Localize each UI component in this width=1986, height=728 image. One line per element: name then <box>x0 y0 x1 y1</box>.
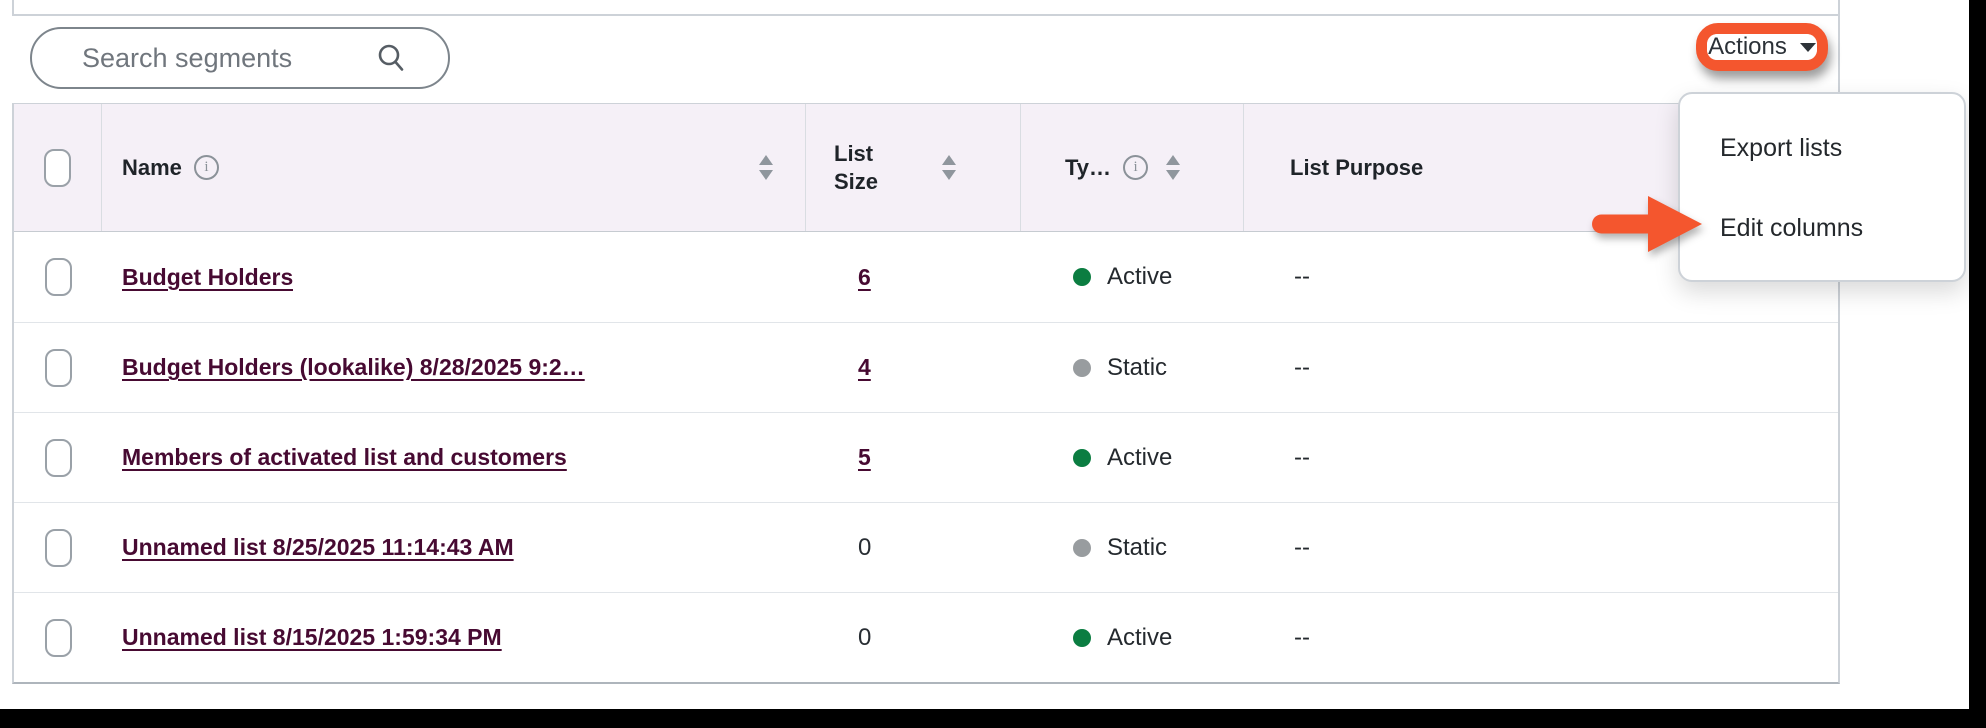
type-status-dot <box>1073 628 1091 647</box>
row-purpose: -- <box>1294 623 1310 651</box>
row-size[interactable]: 5 <box>858 444 871 470</box>
row-checkbox[interactable] <box>44 348 72 387</box>
type-status-dot <box>1073 538 1091 557</box>
column-header-type[interactable]: Ty… <box>1065 154 1112 180</box>
type-status-dot <box>1073 358 1091 377</box>
row-size[interactable]: 0 <box>858 623 872 651</box>
row-type-label: Static <box>1107 353 1168 381</box>
row-checkbox[interactable] <box>44 438 72 477</box>
row-name-link[interactable]: Unnamed list 8/15/2025 1:59:34 PM <box>122 624 502 650</box>
panel-top-border <box>12 14 1840 16</box>
search-icon[interactable] <box>376 43 406 73</box>
menu-item-edit-columns[interactable]: Edit columns <box>1720 213 1864 242</box>
column-header-list-purpose: List Purpose <box>1290 154 1424 180</box>
row-checkbox[interactable] <box>44 618 72 657</box>
row-name-link[interactable]: Budget Holders (lookalike) 8/28/2025 9:2… <box>122 354 585 380</box>
select-all-checkbox[interactable] <box>44 148 71 187</box>
row-checkbox[interactable] <box>44 528 72 567</box>
segments-table: Name List Size Ty… List Purpose Budget H… <box>12 103 1840 684</box>
row-name-link[interactable]: Budget Holders <box>122 263 294 290</box>
table-row: Unnamed list 8/25/2025 11:14:43 AM 0 Sta… <box>14 502 1838 592</box>
row-size[interactable]: 4 <box>858 354 871 380</box>
row-type-label: Active <box>1107 263 1173 290</box>
actions-highlight-annotation: Actions <box>1696 23 1828 71</box>
sort-icon-name[interactable] <box>759 155 773 180</box>
type-status-dot <box>1073 448 1091 467</box>
row-name-link[interactable]: Members of activated list and customers <box>122 444 567 470</box>
screenshot-right-edge <box>1969 0 1986 728</box>
row-purpose: -- <box>1294 263 1310 290</box>
column-header-name[interactable]: Name <box>122 154 182 180</box>
table-body: Budget Holders 6 Active -- Budget Holder… <box>14 232 1838 682</box>
table-row: Members of activated list and customers … <box>14 412 1838 502</box>
row-type-label: Active <box>1107 443 1173 471</box>
column-header-list-size[interactable]: List Size <box>834 141 879 194</box>
table-header-row: Name List Size Ty… List Purpose <box>14 103 1838 232</box>
search-input[interactable]: Search segments <box>30 27 450 89</box>
row-size[interactable]: 6 <box>858 263 871 290</box>
row-size[interactable]: 0 <box>858 533 872 561</box>
sort-icon-list-size[interactable] <box>942 155 956 180</box>
info-icon[interactable] <box>1123 155 1149 180</box>
sort-icon-type[interactable] <box>1166 155 1181 180</box>
row-purpose: -- <box>1294 533 1310 561</box>
row-checkbox[interactable] <box>44 258 72 296</box>
row-purpose: -- <box>1294 353 1310 381</box>
table-row: Budget Holders (lookalike) 8/28/2025 9:2… <box>14 322 1838 412</box>
actions-button[interactable]: Actions <box>1707 33 1817 60</box>
screenshot-bottom-edge <box>0 709 1986 728</box>
menu-item-export-lists[interactable]: Export lists <box>1720 133 1843 162</box>
info-icon[interactable] <box>193 155 219 180</box>
row-type-label: Static <box>1107 533 1168 561</box>
panel-right-border <box>1838 0 1840 103</box>
table-row: Budget Holders 6 Active -- <box>14 232 1838 322</box>
table-row: Unnamed list 8/15/2025 1:59:34 PM 0 Acti… <box>14 592 1838 682</box>
row-type-label: Active <box>1107 623 1173 651</box>
search-placeholder: Search segments <box>82 42 293 73</box>
row-purpose: -- <box>1294 443 1310 471</box>
type-status-dot <box>1073 268 1091 286</box>
actions-button-label: Actions <box>1708 33 1787 60</box>
panel-left-border <box>12 0 14 14</box>
actions-dropdown-menu: Export lists Edit columns <box>1678 92 1966 282</box>
row-name-link[interactable]: Unnamed list 8/25/2025 11:14:43 AM <box>122 534 514 560</box>
chevron-down-icon <box>1799 42 1816 52</box>
edit-columns-arrow-annotation <box>1586 196 1706 252</box>
